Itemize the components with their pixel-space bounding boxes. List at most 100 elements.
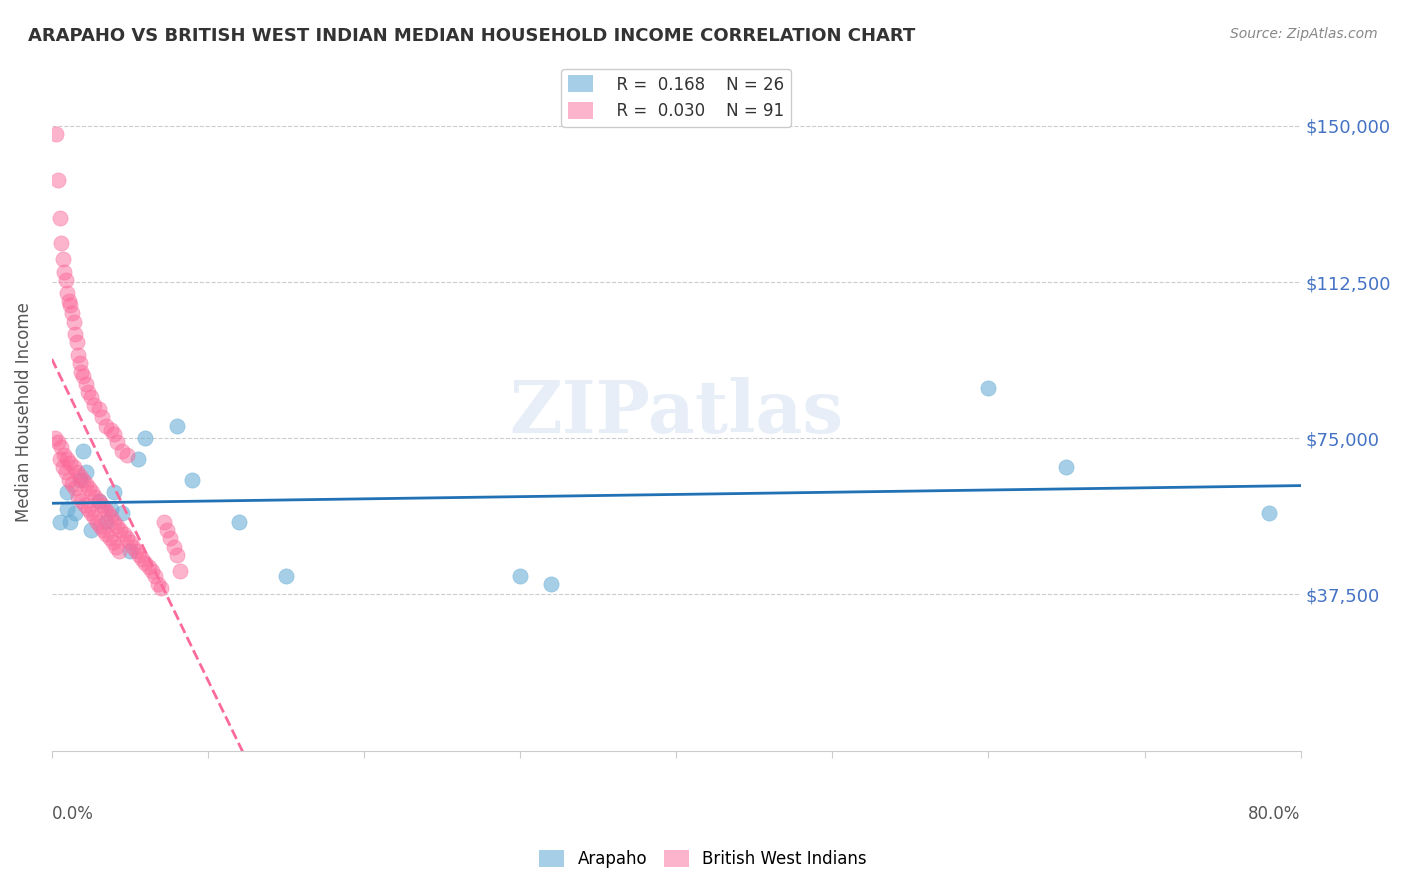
Point — [128, 548, 150, 562]
Point — [103, 485, 125, 500]
Point — [134, 556, 156, 570]
Point — [115, 531, 138, 545]
Point — [509, 568, 531, 582]
Point — [58, 293, 80, 308]
Point — [66, 335, 89, 350]
Point — [84, 490, 107, 504]
Point — [53, 448, 76, 462]
Point — [59, 298, 82, 312]
Legend: Arapaho, British West Indians: Arapaho, British West Indians — [533, 843, 873, 875]
Point — [80, 506, 103, 520]
Point — [86, 515, 108, 529]
Point — [75, 377, 97, 392]
Point — [46, 173, 69, 187]
Point — [63, 481, 86, 495]
Point — [55, 465, 77, 479]
Point — [143, 568, 166, 582]
Point — [76, 502, 98, 516]
Point — [111, 506, 134, 520]
Point — [48, 452, 70, 467]
Point — [111, 443, 134, 458]
Point — [48, 211, 70, 225]
Point — [63, 506, 86, 520]
Point — [91, 523, 114, 537]
Point — [98, 531, 121, 545]
Point — [103, 427, 125, 442]
Point — [97, 506, 120, 520]
Point — [134, 431, 156, 445]
Text: ARAPAHO VS BRITISH WEST INDIAN MEDIAN HOUSEHOLD INCOME CORRELATION CHART: ARAPAHO VS BRITISH WEST INDIAN MEDIAN HO… — [28, 27, 915, 45]
Point — [90, 498, 112, 512]
Point — [100, 423, 122, 437]
Point — [58, 473, 80, 487]
Point — [69, 468, 91, 483]
Point — [75, 477, 97, 491]
Point — [94, 502, 117, 516]
Point — [67, 490, 90, 504]
Point — [80, 523, 103, 537]
Point — [159, 531, 181, 545]
Point — [60, 477, 83, 491]
Point — [162, 540, 184, 554]
Point — [55, 273, 77, 287]
Point — [76, 385, 98, 400]
Point — [118, 543, 141, 558]
Point — [80, 390, 103, 404]
Point — [70, 493, 93, 508]
Point — [131, 552, 153, 566]
Point — [138, 560, 160, 574]
Point — [56, 485, 79, 500]
Point — [122, 540, 145, 554]
Point — [105, 435, 128, 450]
Point — [101, 535, 124, 549]
Point — [56, 502, 79, 516]
Point — [153, 515, 176, 529]
Point — [73, 498, 96, 512]
Point — [150, 581, 173, 595]
Point — [105, 518, 128, 533]
Point — [103, 515, 125, 529]
Point — [66, 465, 89, 479]
Point — [70, 365, 93, 379]
Point — [45, 128, 67, 142]
Point — [127, 452, 149, 467]
Point — [100, 510, 122, 524]
Point — [100, 502, 122, 516]
Point — [108, 543, 131, 558]
Point — [56, 285, 79, 300]
Point — [115, 448, 138, 462]
Point — [69, 473, 91, 487]
Point — [44, 431, 66, 445]
Point — [104, 540, 127, 554]
Point — [62, 460, 84, 475]
Point — [56, 452, 79, 467]
Point — [75, 465, 97, 479]
Point — [49, 235, 72, 250]
Point — [59, 515, 82, 529]
Point — [69, 356, 91, 370]
Point — [1258, 506, 1281, 520]
Y-axis label: Median Household Income: Median Household Income — [15, 302, 32, 522]
Point — [228, 515, 250, 529]
Point — [59, 456, 82, 470]
Point — [1056, 460, 1078, 475]
Point — [52, 460, 75, 475]
Point — [141, 565, 163, 579]
Point — [60, 306, 83, 320]
Point — [63, 327, 86, 342]
Point — [90, 410, 112, 425]
Point — [274, 568, 297, 582]
Point — [72, 473, 94, 487]
Point — [169, 565, 191, 579]
Point — [125, 543, 148, 558]
Point — [96, 515, 118, 529]
Point — [72, 443, 94, 458]
Text: 0.0%: 0.0% — [52, 805, 94, 822]
Text: Source: ZipAtlas.com: Source: ZipAtlas.com — [1230, 27, 1378, 41]
Point — [53, 265, 76, 279]
Point — [96, 418, 118, 433]
Point — [110, 523, 132, 537]
Point — [87, 493, 110, 508]
Text: ZIPatlas: ZIPatlas — [509, 376, 844, 448]
Point — [82, 485, 104, 500]
